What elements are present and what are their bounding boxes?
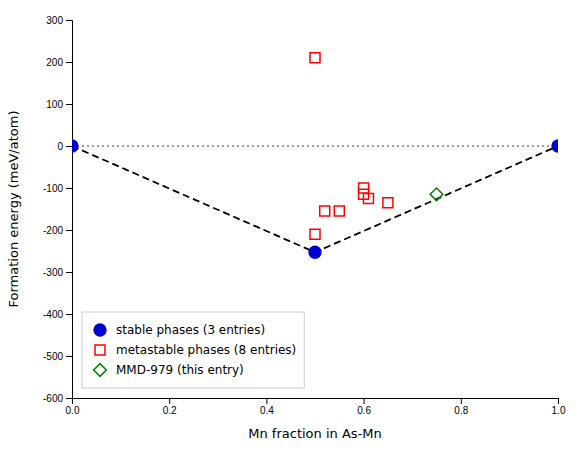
y-tick-mark bbox=[66, 356, 72, 357]
y-tick-mark bbox=[66, 272, 72, 273]
y-tick-mark bbox=[66, 314, 72, 315]
y-tick-label: -100 bbox=[43, 183, 63, 194]
point bbox=[320, 206, 330, 216]
x-tick-label: 0.2 bbox=[163, 405, 177, 416]
y-tick: 200 bbox=[46, 57, 72, 68]
x-tick-mark bbox=[364, 398, 365, 404]
x-tick-label: 0.4 bbox=[260, 405, 274, 416]
x-tick: 0.4 bbox=[260, 398, 274, 416]
y-tick-mark bbox=[66, 20, 72, 21]
point bbox=[334, 206, 344, 216]
y-tick: -400 bbox=[43, 309, 72, 320]
plot-area bbox=[72, 53, 558, 258]
legend-marker bbox=[95, 345, 105, 355]
x-tick-mark bbox=[461, 398, 462, 404]
x-tick: 0.6 bbox=[357, 398, 371, 416]
chart: 0.0 0.2 0.4 0.6 0.8 1.0 -600 -500 -400 -300 -200 -1… bbox=[0, 0, 580, 450]
y-tick-mark bbox=[66, 146, 72, 147]
legend-label: stable phases (3 entries) bbox=[116, 323, 265, 337]
x-axis-title: Mn fraction in As-Mn bbox=[248, 426, 381, 441]
y-tick-label: -400 bbox=[43, 309, 63, 320]
y-tick-mark bbox=[66, 230, 72, 231]
point bbox=[552, 140, 558, 152]
x-tick-label: 0.8 bbox=[454, 405, 468, 416]
zero-line bbox=[72, 145, 558, 146]
y-tick-label: 100 bbox=[46, 99, 63, 110]
y-tick: 100 bbox=[46, 99, 72, 110]
y-tick-label: -200 bbox=[43, 225, 63, 236]
x-tick-label: 0.6 bbox=[357, 405, 371, 416]
y-axis: -600 -500 -400 -300 -200 -100 0 100 200 300 bbox=[43, 15, 73, 404]
point bbox=[430, 188, 443, 201]
legend-frame bbox=[82, 312, 304, 388]
y-tick: -600 bbox=[43, 393, 72, 404]
legend-marker bbox=[94, 324, 106, 336]
point bbox=[363, 194, 373, 204]
y-axis-line bbox=[66, 21, 73, 399]
legend-label: MMD-979 (this entry) bbox=[116, 363, 244, 377]
x-tick-mark bbox=[266, 398, 267, 404]
y-axis-title: Formation energy (meV/atom) bbox=[6, 111, 21, 308]
point bbox=[383, 198, 393, 208]
x-axis-line bbox=[73, 399, 559, 405]
x-tick: 0.0 bbox=[66, 398, 80, 416]
y-tick: -100 bbox=[43, 183, 72, 194]
y-tick-label: -500 bbox=[43, 351, 63, 362]
hull-line bbox=[72, 146, 558, 252]
x-tick-label: 1.0 bbox=[552, 405, 566, 416]
x-tick: 1.0 bbox=[552, 398, 566, 416]
y-tick: 0 bbox=[57, 141, 72, 152]
y-tick-label: 300 bbox=[46, 15, 63, 26]
y-tick: -500 bbox=[43, 351, 72, 362]
point bbox=[359, 183, 369, 193]
legend: stable phases (3 entries) metastable phas… bbox=[82, 312, 304, 388]
point bbox=[72, 140, 78, 152]
y-tick-label: -600 bbox=[43, 393, 63, 404]
x-axis: 0.0 0.2 0.4 0.6 0.8 1.0 bbox=[66, 398, 566, 416]
y-tick: -300 bbox=[43, 267, 72, 278]
y-tick-mark bbox=[66, 398, 72, 399]
x-tick-mark bbox=[558, 398, 559, 404]
x-tick-mark bbox=[169, 398, 170, 404]
legend-label: metastable phases (8 entries) bbox=[116, 343, 296, 357]
y-tick-label: 0 bbox=[57, 141, 63, 152]
y-tick-mark bbox=[66, 188, 72, 189]
y-tick-mark bbox=[66, 62, 72, 63]
point bbox=[309, 246, 321, 258]
x-tick-label: 0.0 bbox=[66, 405, 80, 416]
point bbox=[310, 53, 320, 63]
y-tick: -200 bbox=[43, 225, 72, 236]
x-tick: 0.2 bbox=[163, 398, 177, 416]
y-tick-mark bbox=[66, 104, 72, 105]
legend-marker bbox=[94, 364, 107, 377]
point bbox=[310, 229, 320, 239]
x-tick: 0.8 bbox=[454, 398, 468, 416]
y-tick-label: 200 bbox=[46, 57, 63, 68]
y-tick: 300 bbox=[46, 15, 72, 26]
y-tick-label: -300 bbox=[43, 267, 63, 278]
